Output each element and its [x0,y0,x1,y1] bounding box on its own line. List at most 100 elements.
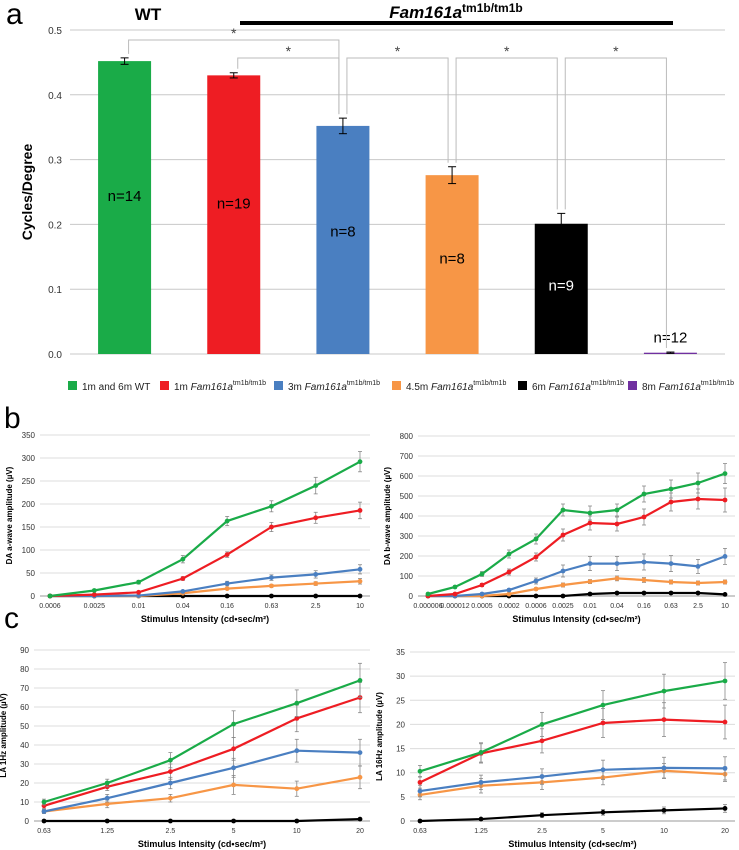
y-axis-title: Cycles/Degree [19,144,35,241]
legend-label: 6m Fam161atm1b/tm1b [532,380,624,393]
x-tick-label: 0.0025 [84,603,106,610]
data-point [357,508,363,513]
y-axis-title: LA 16Hz amplitude (µV) [375,692,384,781]
data-point [661,765,667,771]
x-tick-label: 0.0002 [498,603,520,610]
mutant-header-sup: tm1b/tm1b [462,1,523,15]
data-point [224,581,230,586]
y-tick-label: 600 [400,472,414,481]
data-point [539,812,545,818]
data-point [41,799,47,805]
data-point [168,818,173,824]
data-point [695,480,701,486]
series-line [419,766,726,793]
x-tick-label: 0.0006 [525,603,547,610]
n-label: n=9 [549,277,574,294]
data-point [478,779,484,785]
data-point [560,593,566,599]
legend-label-sup: tm1b/tm1b [233,380,266,387]
data-point [180,589,186,594]
data-point [136,579,141,585]
data-point [695,496,701,502]
data-point [533,578,539,584]
x-tick-label: 20 [721,828,729,835]
line-chart-la-1hz: 0 10 20 30 40 50 60 70 80 90 0.63 1.25 2.5 5 10 20 Stimu… [0,646,370,849]
data-point [224,586,230,592]
series-line [43,776,361,813]
legend-label-prefix: 6m [532,382,549,393]
data-point [668,579,674,585]
y-tick-label: 0 [31,592,36,601]
data-point [587,561,593,566]
data-point [294,818,300,824]
x-tick-label: 1.25 [474,828,488,835]
data-point [180,576,186,581]
data-point [560,507,566,513]
legend-label-sup: tm1b/tm1b [591,380,624,387]
data-point [269,503,274,509]
n-label: n=14 [108,188,142,205]
data-point [294,716,300,721]
legend-label-gene: Fam161a [659,382,702,393]
data-point [722,579,728,585]
data-point [294,748,300,754]
y-tick-label: 0.4 [48,91,62,102]
data-point [231,765,237,771]
significance-bracket [237,57,340,115]
legend-swatch [392,381,401,390]
x-tick-label: 2.5 [693,603,703,610]
bar [534,223,588,354]
data-point [313,571,319,577]
wt-header: WT [135,5,162,24]
data-point [722,719,728,725]
data-point [722,497,728,503]
x-tick-label: 2.5 [166,828,176,835]
data-point [614,561,620,566]
data-point [357,593,363,599]
y-tick-label: 0 [401,817,406,826]
data-point [47,593,53,599]
y-tick-label: 70 [20,684,29,693]
x-tick-label: 0.01 [132,603,146,610]
x-tick-label: 0.63 [413,828,427,835]
x-tick-label: 0.63 [265,603,279,610]
y-tick-label: 700 [400,452,414,461]
data-point [587,510,593,516]
data-point [269,593,274,599]
x-tick-label: 20 [356,828,364,835]
y-tick-label: 30 [20,760,29,769]
data-point [41,818,47,824]
legend-label: 3m Fam161atm1b/tm1b [288,380,380,393]
legend-label: 8m Fam161atm1b/tm1b [642,380,734,393]
y-tick-label: 200 [400,552,414,561]
x-tick-label: 5 [232,828,236,835]
data-point [695,590,701,596]
data-point [539,738,545,744]
legend-label: 1m Fam161atm1b/tm1b [174,380,266,393]
legend-label-gene: Fam161a [549,382,592,393]
data-point [641,559,647,565]
data-point [313,593,319,599]
y-tick-label: 0.0 [48,350,62,361]
data-point [614,521,620,527]
data-point [614,576,620,581]
series-line [43,679,361,804]
panel-label-c: c [4,602,19,635]
data-point [168,757,173,763]
legend-label-sup: tm1b/tm1b [473,380,506,387]
panel-label-a: a [6,0,23,31]
data-point [722,806,728,811]
significance-bracket [455,57,558,210]
legend-label-gene: Fam161a [191,382,234,393]
x-tick-label: 10 [721,603,729,610]
data-point [294,700,300,706]
y-tick-label: 0 [25,817,30,826]
legend-label-prefix: 1m and 6m WT [82,382,150,393]
x-tick-label: 0.63 [37,828,51,835]
significance-star: * [286,43,292,59]
n-label: n=8 [330,224,355,241]
data-point [722,765,728,771]
data-point [294,786,300,792]
y-tick-label: 50 [20,722,29,731]
legend-item: 8m Fam161atm1b/tm1b [628,380,734,393]
